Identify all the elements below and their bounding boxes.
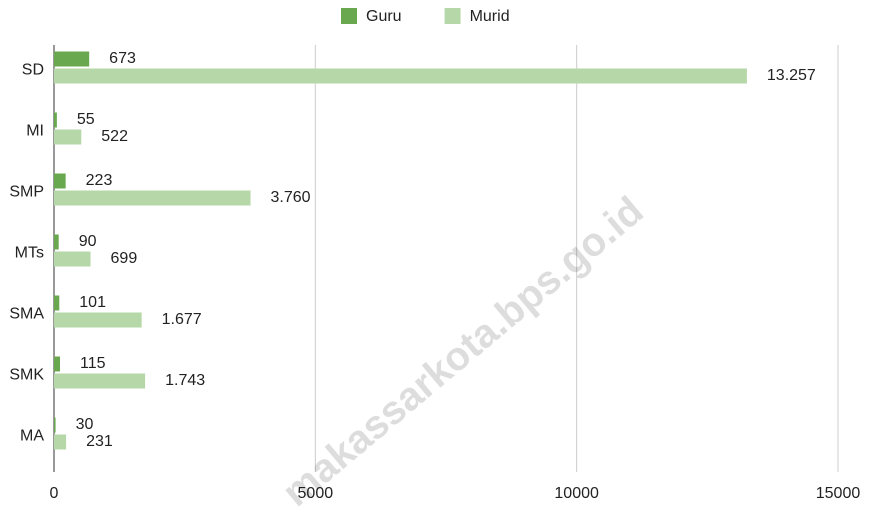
y-tick-label: SMA	[9, 306, 44, 323]
bar	[54, 295, 60, 311]
value-label: 101	[79, 294, 106, 311]
value-label: 30	[76, 416, 94, 433]
bar	[54, 434, 67, 450]
y-tick-label: SMP	[9, 184, 44, 201]
legend-label: Murid	[470, 8, 510, 25]
value-label: 55	[77, 111, 95, 128]
value-label: 1.743	[165, 372, 205, 389]
bar	[54, 356, 61, 372]
x-tick-label: 5000	[298, 485, 334, 502]
bar	[54, 129, 82, 145]
bar	[54, 112, 57, 128]
value-label: 673	[109, 50, 136, 67]
value-label: 13.257	[767, 67, 816, 84]
bar	[54, 190, 251, 206]
value-label: 699	[111, 250, 138, 267]
legend-label: Guru	[366, 8, 402, 25]
value-label: 3.760	[271, 189, 311, 206]
value-label: 223	[86, 172, 113, 189]
bar	[54, 234, 59, 250]
legend-swatch	[341, 8, 357, 24]
bar	[54, 417, 56, 433]
legend-swatch	[444, 8, 461, 24]
x-tick-label: 10000	[554, 485, 599, 502]
bar	[54, 251, 91, 267]
value-label: 115	[80, 355, 106, 372]
x-tick-label: 15000	[816, 485, 861, 502]
watermark: makassarkota.bps.go.id	[274, 188, 651, 508]
bar	[54, 51, 90, 67]
value-label: 1.677	[162, 311, 202, 328]
y-tick-label: SD	[22, 62, 44, 79]
y-tick-label: MA	[20, 428, 44, 445]
bar	[54, 312, 142, 328]
value-label: 231	[86, 433, 113, 450]
x-tick-label: 0	[50, 485, 59, 502]
bar	[54, 68, 747, 84]
bar	[54, 373, 146, 389]
value-label: 522	[101, 128, 128, 145]
value-label: 90	[79, 233, 97, 250]
y-tick-label: MI	[26, 123, 44, 140]
y-tick-label: MTs	[15, 245, 44, 262]
bar	[54, 173, 66, 189]
y-tick-label: SMK	[9, 367, 44, 384]
